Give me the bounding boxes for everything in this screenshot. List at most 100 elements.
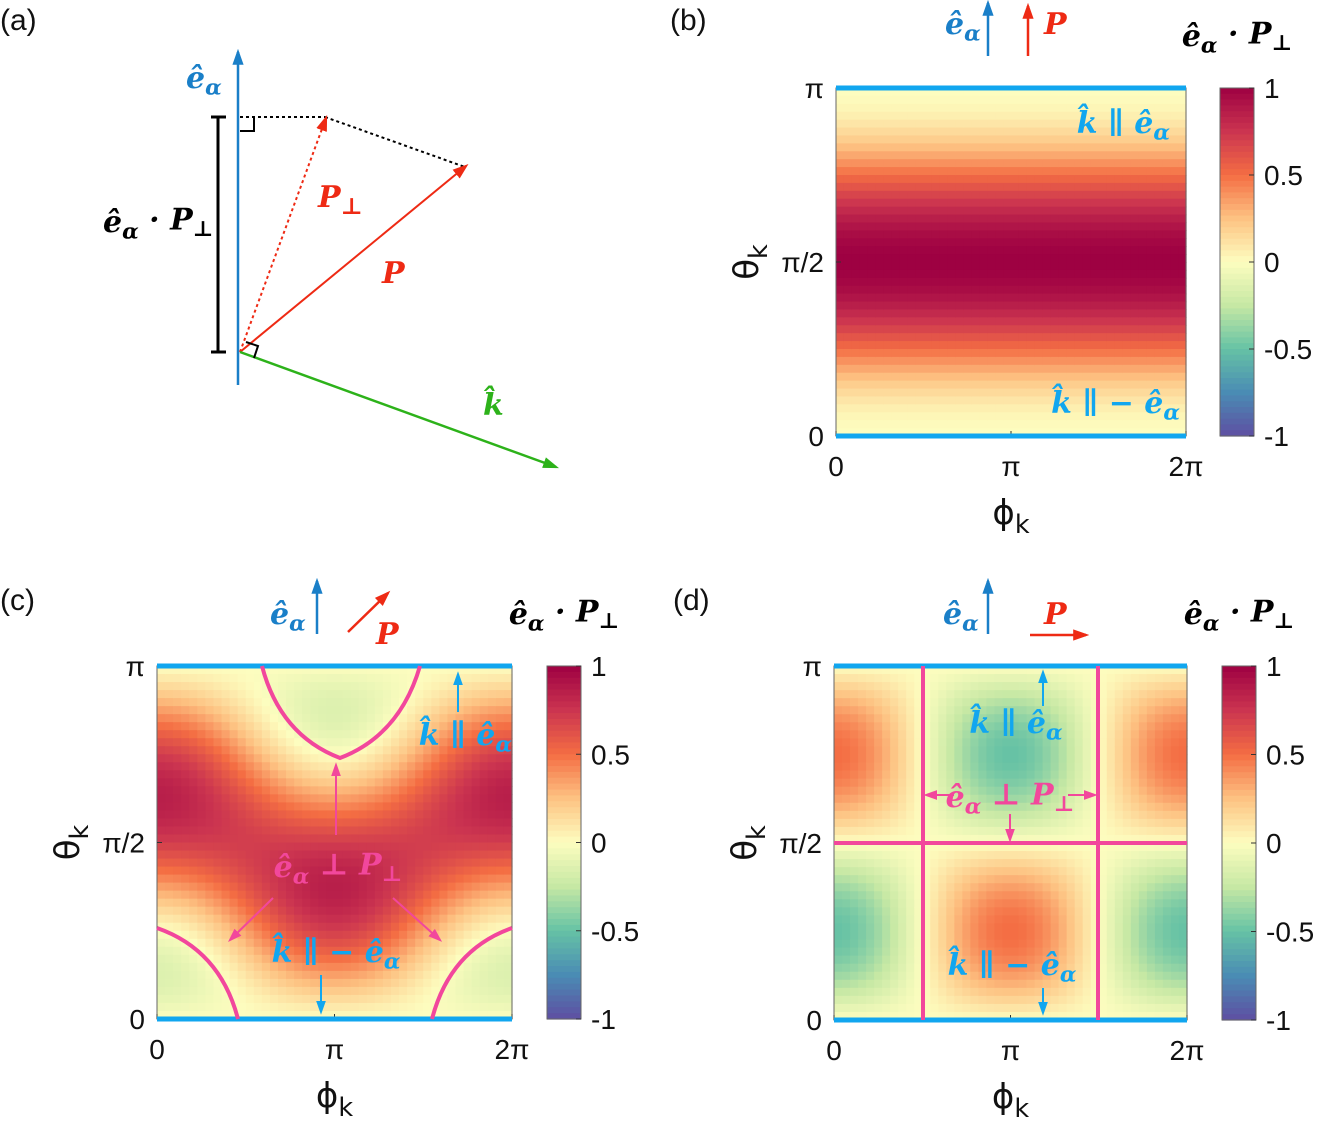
- heatmap-cell: [1003, 262, 1012, 271]
- heatmap-cell: [245, 938, 255, 948]
- colorbar-cell: [547, 913, 581, 920]
- heatmap-cell: [1011, 214, 1020, 224]
- heatmap-cell: [286, 962, 295, 972]
- heatmap-cell: [939, 404, 948, 413]
- heatmap-cell: [1058, 309, 1068, 318]
- heatmap-cell: [1178, 412, 1187, 421]
- heatmap-cell: [890, 931, 899, 941]
- heatmap-cell: [906, 666, 915, 675]
- heatmap-cell: [995, 325, 1004, 334]
- heatmap-cell: [1154, 262, 1163, 271]
- heatmap-cell: [1042, 167, 1052, 176]
- heatmap-cell: [891, 372, 901, 382]
- heatmap-cell: [923, 190, 933, 200]
- heatmap-cell: [366, 922, 376, 932]
- heatmap-cell: [1138, 293, 1147, 303]
- heatmap-cell: [971, 254, 980, 263]
- heatmap-cell: [1026, 341, 1036, 350]
- x-axis-label: ϕk: [992, 493, 1029, 540]
- heatmap-cell: [939, 396, 948, 405]
- heatmap-cell: [1098, 412, 1108, 421]
- heatmap-cell: [471, 674, 481, 683]
- heatmap-cell: [907, 372, 917, 382]
- heatmap-cell: [326, 722, 336, 731]
- label-part: ⊥: [193, 217, 214, 242]
- heatmap-cell: [979, 333, 988, 342]
- heatmap-cell: [995, 135, 1004, 144]
- heatmap-cell: [851, 214, 861, 224]
- heatmap-cell: [1011, 333, 1020, 342]
- heatmap-cell: [858, 714, 867, 723]
- heatmap-cell: [882, 843, 891, 852]
- label-part: α: [122, 219, 139, 244]
- heatmap-cell: [197, 874, 207, 884]
- heatmap-cell: [851, 103, 861, 113]
- heatmap-cell: [938, 931, 947, 941]
- heatmap-cell: [898, 746, 907, 756]
- heatmap-cell: [834, 987, 843, 997]
- heatmap-cell: [326, 986, 336, 996]
- heatmap-cell: [1058, 262, 1068, 271]
- heatmap-cell: [986, 875, 996, 884]
- heatmap-cell: [875, 143, 885, 152]
- heatmap-cell: [1146, 428, 1155, 437]
- heatmap-cell: [245, 762, 255, 771]
- heatmap-cell: [302, 826, 311, 836]
- heatmap-cell: [269, 746, 279, 755]
- heatmap-cell: [447, 738, 457, 747]
- heatmap-cell: [883, 396, 893, 405]
- heatmap-cell: [915, 364, 925, 374]
- heatmap-cell: [286, 770, 295, 779]
- heatmap-cell: [1058, 127, 1068, 137]
- heatmap-cell: [875, 95, 885, 105]
- heatmap-cell: [1003, 428, 1012, 437]
- heatmap-cell: [1154, 143, 1163, 152]
- heatmap-cell: [922, 674, 931, 683]
- colorbar-tick-label: -1: [1264, 421, 1289, 452]
- heatmap-cell: [842, 883, 851, 892]
- heatmap-cell: [407, 978, 416, 988]
- heatmap-cell: [1082, 214, 1092, 224]
- heatmap-cell: [939, 103, 948, 113]
- heatmap-cell: [471, 730, 481, 739]
- heatmap-cell: [165, 690, 174, 699]
- heatmap-cell: [197, 938, 207, 948]
- heatmap-cell: [495, 906, 505, 916]
- heatmap-cell: [503, 882, 513, 892]
- heatmap-cell: [834, 698, 843, 707]
- heatmap-cell: [987, 95, 996, 105]
- heatmap-cell: [915, 135, 925, 144]
- heatmap-cell: [971, 333, 980, 342]
- heatmap-cell: [859, 143, 869, 152]
- heatmap-cell: [859, 356, 869, 366]
- heatmap-cell: [173, 914, 182, 924]
- heatmap-cell: [907, 167, 917, 176]
- heatmap-cell: [1138, 372, 1147, 382]
- heatmap-cell: [915, 238, 925, 247]
- heatmap-cell: [1130, 293, 1139, 303]
- heatmap-cell: [269, 794, 279, 803]
- heatmap-cell: [366, 786, 376, 795]
- heatmap-cell: [423, 730, 432, 739]
- x-tick-label: 2π: [1169, 451, 1204, 482]
- heatmap-cell: [423, 810, 432, 820]
- heatmap-cell: [842, 995, 851, 1005]
- heatmap-cell: [890, 810, 899, 820]
- heatmap-cell: [213, 1002, 223, 1012]
- heatmap-cell: [851, 262, 861, 271]
- heatmap-cell: [399, 794, 408, 803]
- heatmap-cell: [447, 690, 457, 699]
- heatmap-cell: [859, 190, 869, 200]
- heatmap-cell: [899, 246, 909, 255]
- heatmap-cell: [181, 962, 190, 972]
- heatmap-cell: [471, 714, 481, 723]
- heatmap-cell: [899, 103, 909, 113]
- heatmap-cell: [923, 420, 933, 429]
- heatmap-cell: [898, 738, 907, 748]
- heatmap-cell: [423, 954, 432, 964]
- heatmap-cell: [875, 372, 885, 382]
- heatmap-cell: [875, 246, 885, 255]
- heatmap-cell: [978, 674, 988, 683]
- heatmap-cell: [447, 938, 457, 948]
